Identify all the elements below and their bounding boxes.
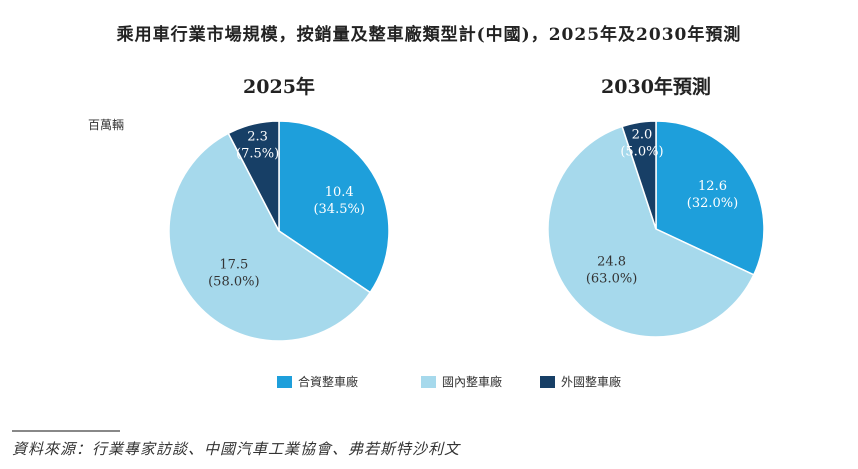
legend-item-domestic: 國內整車廠 [421,373,502,390]
divider [12,430,120,432]
data-label: (58.0%) [208,274,259,289]
pie-title-2025: 2025年 [243,76,315,98]
pie-slice [547,125,755,338]
data-label: 10.4 [325,185,354,200]
pie-slice [168,132,372,342]
legend-label: 國內整車廠 [442,375,503,389]
legend-label: 合資整車廠 [298,375,359,389]
legend-label: 外國整車廠 [561,375,622,389]
data-label: (34.5%) [313,202,364,217]
legend-swatch [421,375,436,388]
data-label: (32.0%) [687,196,738,211]
chart-title: 乘用車行業市場規模，按銷量及整車廠類型計(中國)，2025年及2030年預測 [116,25,742,45]
legend-item-foreign: 外國整車廠 [540,373,621,390]
data-label: (5.0%) [620,145,663,160]
data-label: 17.5 [219,257,248,272]
data-label: 12.6 [698,179,727,194]
data-label: (63.0%) [586,271,637,286]
pie-title-2030: 2030年預測 [601,76,711,98]
legend-swatch [540,375,555,388]
legend-swatch [277,375,292,388]
legend-item-jv: 合資整車廠 [277,373,358,390]
data-label: 2.0 [632,128,653,143]
unit-label: 百萬輛 [88,118,125,132]
data-label: 24.8 [597,254,626,269]
pie-slice [227,120,280,232]
source-note: 資料來源：行業專家訪談、中國汽車工業協會、弗若斯特沙利文 [12,440,461,458]
pie-slice [655,120,765,276]
pie-slice [278,120,390,294]
pie-slice [621,120,657,230]
data-label: 2.3 [247,129,268,144]
data-label: (7.5%) [236,146,279,161]
